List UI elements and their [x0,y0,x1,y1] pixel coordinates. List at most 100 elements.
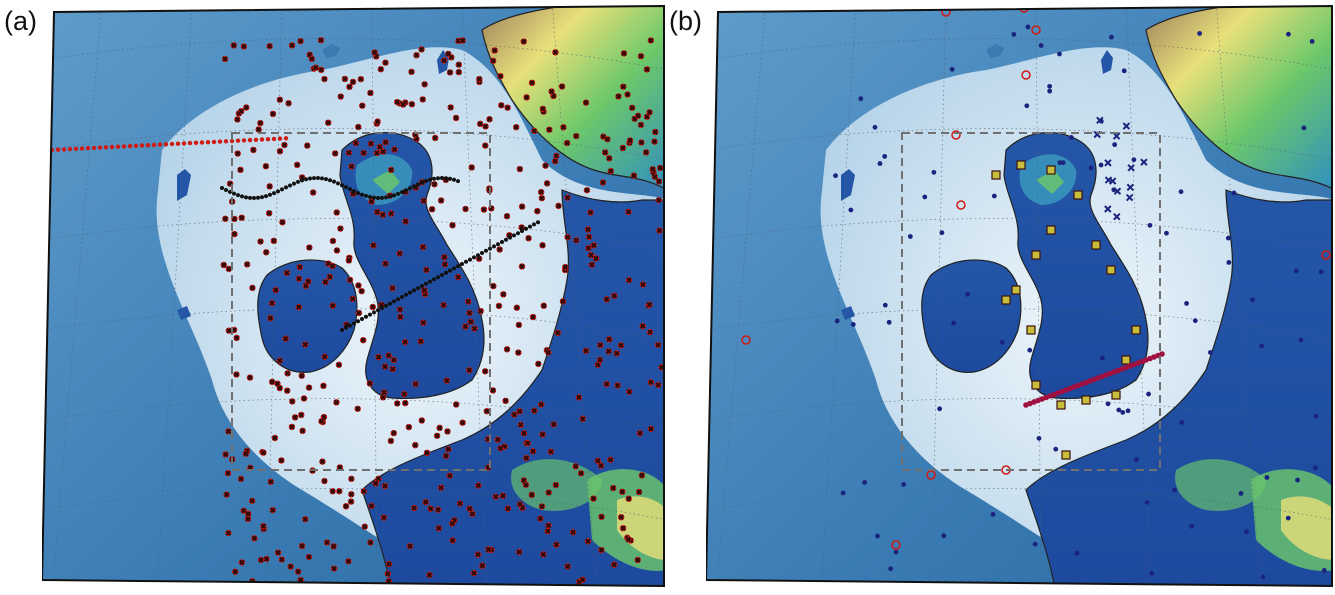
observation-cross-marker [302,516,308,522]
observation-cross-marker [374,150,380,156]
navy-observation-marker [893,549,899,555]
observation-cross-marker [455,274,461,280]
ship-track-marker [283,136,289,141]
observation-cross-marker [552,158,558,164]
observation-cross-marker [550,93,557,99]
observation-cross-marker [222,216,229,222]
rockall-island [841,169,855,201]
observation-cross-marker [337,225,344,232]
navy-observation-marker [1309,39,1315,44]
navy-observation-marker [1047,88,1053,94]
observation-cross-marker [604,136,611,142]
ship-track-marker [217,139,223,144]
navy-observation-marker [965,291,970,297]
graticule [42,6,664,586]
observation-cross-marker [306,554,312,560]
navy-observation-marker [1298,337,1304,343]
navy-observation-marker [1088,165,1094,171]
navy-observation-marker [1057,160,1063,166]
observation-cross-marker [238,108,244,114]
ship-track-marker [408,186,412,191]
observation-cross-marker [516,322,522,328]
navy-observation-marker [1134,457,1139,462]
observation-cross-marker [486,116,493,122]
observation-cross-marker [456,69,462,75]
observation-cross-marker [337,464,343,471]
observation-cross-marker [277,358,283,364]
observation-cross-marker [619,489,626,495]
observation-cross-marker [496,303,502,309]
navy-cross-marker [1113,187,1122,195]
ship-track-marker [260,195,264,200]
observation-cross-marker [426,572,433,578]
ship-track-marker [247,137,253,143]
observation-cross-marker [585,226,591,233]
navy-observation-marker [951,320,957,326]
observation-cross-marker [381,514,387,521]
observation-cross-marker [285,100,292,106]
observation-cross-marker [614,382,621,389]
observation-cross-marker [462,206,469,212]
ship-track-marker [181,141,187,146]
navy-cross-marker [1127,164,1135,172]
observation-cross-marker [332,150,338,157]
navy-observation-marker [1047,83,1053,89]
observation-cross-marker [490,387,496,394]
observation-cross-marker [423,499,429,505]
observation-cross-marker [540,106,546,112]
observation-cross-marker [296,275,302,282]
ship-track-marker [464,259,468,264]
navy-observation-marker [1144,500,1150,505]
observation-cross-marker [618,514,624,520]
observation-cross-marker [519,263,525,270]
ship-track-marker [536,220,540,225]
observation-cross-marker [518,224,525,231]
observation-cross-marker [620,525,626,531]
observation-cross-marker [409,101,415,107]
map-frame-a [42,4,665,588]
observation-cross-marker [469,511,476,517]
observation-cross-marker [249,498,255,504]
ship-track-marker [205,140,211,145]
navy-cross-marker [1113,213,1121,221]
ship-track-marker [284,185,288,190]
ship-track-marker [296,179,300,184]
observation-cross-marker [421,287,428,294]
observation-cross-marker [466,367,473,373]
observation-cross-marker [391,357,397,363]
map-panel-b [706,4,1333,588]
navy-observation-marker [1060,160,1066,166]
observation-cross-marker [358,288,365,294]
observation-cross-marker [538,189,544,195]
navy-observation-marker [882,153,888,159]
observation-cross-marker [277,96,283,103]
observation-cross-marker [386,585,392,586]
navy-cross-marker [1104,176,1113,184]
yellow-square-marker [1061,450,1071,460]
navy-observation-marker [1172,487,1177,493]
ship-track-marker [376,308,380,313]
observation-cross-marker [355,124,362,130]
navy-observation-marker [1057,51,1062,57]
observation-cross-marker [266,183,273,190]
observation-cross-marker [263,556,270,562]
observation-cross-marker [284,370,291,377]
observation-cross-marker [350,296,356,302]
observation-markers-a [49,36,664,586]
observation-cross-marker [222,451,229,458]
observation-cross-marker [400,101,406,108]
observation-cross-marker [521,38,527,45]
observation-cross-marker [626,389,632,395]
observation-cross-marker [625,209,632,215]
navy-cross-marker [1126,183,1135,192]
observation-cross-marker [539,242,546,248]
ring-observation-marker [951,130,961,140]
observation-cross-marker [457,500,463,507]
observation-cross-marker [266,210,272,216]
observation-cross-marker [585,538,591,544]
observation-cross-marker [257,120,264,126]
norway-land [1145,6,1332,191]
observation-cross-marker [258,557,264,563]
observation-cross-marker [294,162,300,168]
observation-cross-marker [589,262,595,268]
